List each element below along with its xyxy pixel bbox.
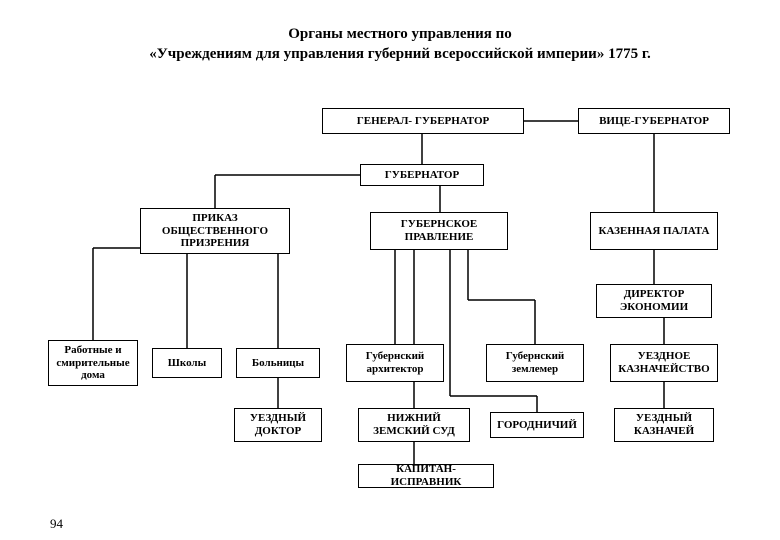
node-n17: УЕЗДНЫЙ КАЗНАЧЕЙ bbox=[614, 408, 714, 442]
node-n6: КАЗЕННАЯ ПАЛАТА bbox=[590, 212, 718, 250]
node-n2: ВИЦЕ-ГУБЕРНАТОР bbox=[578, 108, 730, 134]
node-n16: ГОРОДНИЧИЙ bbox=[490, 412, 584, 438]
node-n18: КАПИТАН-ИСПРАВНИК bbox=[358, 464, 494, 488]
node-n4: ПРИКАЗ ОБЩЕСТВЕННОГО ПРИЗРЕНИЯ bbox=[140, 208, 290, 254]
node-n11: Губернский архитектор bbox=[346, 344, 444, 382]
node-n14: УЕЗДНЫЙ ДОКТОР bbox=[234, 408, 322, 442]
page-number: 94 bbox=[50, 516, 63, 532]
node-n15: НИЖНИЙ ЗЕМСКИЙ СУД bbox=[358, 408, 470, 442]
node-n13: УЕЗДНОЕ КАЗНАЧЕЙСТВО bbox=[610, 344, 718, 382]
node-n5: ГУБЕРНСКОЕ ПРАВЛЕНИЕ bbox=[370, 212, 508, 250]
node-n3: ГУБЕРНАТОР bbox=[360, 164, 484, 186]
node-n8: Работные и смирительные дома bbox=[48, 340, 138, 386]
node-n12: Губернский землемер bbox=[486, 344, 584, 382]
node-n9: Школы bbox=[152, 348, 222, 378]
diagram-title: Органы местного управления по «Учреждени… bbox=[60, 24, 740, 65]
node-n10: Больницы bbox=[236, 348, 320, 378]
title-line-1: Органы местного управления по bbox=[288, 26, 512, 42]
title-line-2: «Учреждениям для управления губерний все… bbox=[149, 46, 650, 62]
edges-layer bbox=[0, 0, 780, 540]
node-n7: ДИРЕКТОР ЭКОНОМИИ bbox=[596, 284, 712, 318]
node-n1: ГЕНЕРАЛ- ГУБЕРНАТОР bbox=[322, 108, 524, 134]
